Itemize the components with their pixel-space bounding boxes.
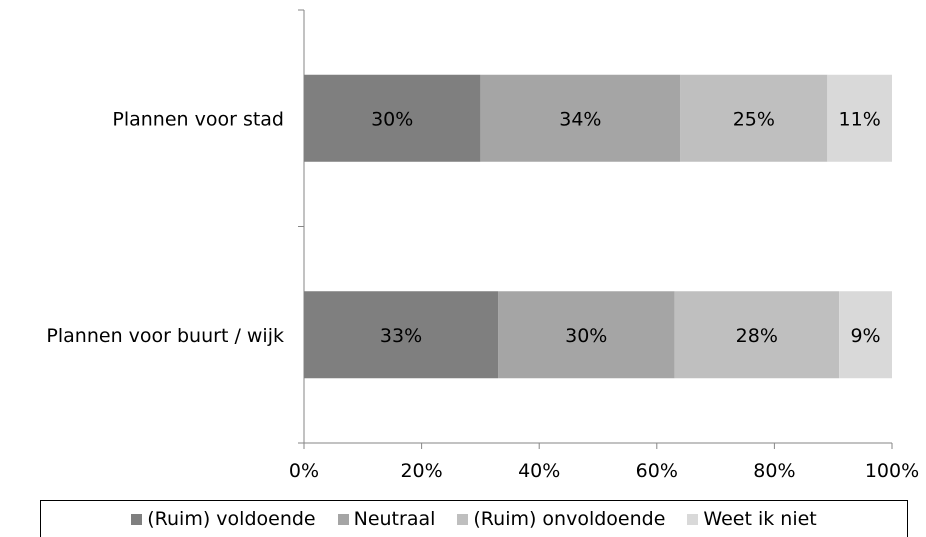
legend-label: Weet ik niet [703, 508, 817, 530]
labels: Plannen voor stad Plannen voor buurt / wi… [46, 108, 880, 347]
legend-item: (Ruim) onvoldoende [457, 508, 665, 530]
legend-swatch [687, 513, 699, 525]
legend-item: (Ruim) voldoende [131, 508, 316, 530]
axes: 0% 20% 40% 60% 80% 100% [289, 9, 919, 482]
category-label: Plannen voor buurt / wijk [46, 325, 284, 347]
bar-segment [498, 291, 675, 379]
x-tick-label: 40% [518, 460, 560, 482]
data-label: 30% [371, 108, 413, 130]
data-label: 11% [839, 108, 881, 130]
data-label: 25% [733, 108, 775, 130]
legend-swatch [337, 513, 349, 525]
legend-swatch [131, 513, 143, 525]
x-tick-label: 0% [289, 460, 319, 482]
bar-segment [827, 74, 892, 162]
legend-label: Neutraal [353, 508, 436, 530]
legend-item: Weet ik niet [687, 508, 817, 530]
x-tick-label: 20% [400, 460, 442, 482]
bars [304, 74, 892, 379]
stacked-bar-chart: 0% 20% 40% 60% 80% 100% Plannen voor stadPlan… [46, 9, 919, 482]
legend-label: (Ruim) onvoldoende [473, 508, 666, 530]
bar-segment [304, 291, 499, 379]
legend-swatch [457, 513, 469, 525]
legend-label: (Ruim) voldoende [147, 508, 316, 530]
data-label: 30% [565, 325, 607, 347]
legend-item: Neutraal [337, 508, 436, 530]
bar-segment [680, 74, 828, 162]
legend: (Ruim) voldoende Neutraal (Ruim) onvoldoen… [40, 500, 908, 537]
data-label: 33% [380, 325, 422, 347]
bar-segment [480, 74, 681, 162]
data-label: 9% [850, 325, 880, 347]
data-label: 28% [736, 325, 778, 347]
bar-segment [304, 74, 481, 162]
bar-segment [674, 291, 840, 379]
data-label: 34% [559, 108, 601, 130]
category-label: Plannen voor stad [112, 108, 284, 130]
x-tick-label: 100% [865, 460, 919, 482]
bar-segment [839, 291, 892, 379]
x-tick-label: 80% [753, 460, 795, 482]
x-tick-label: 60% [636, 460, 678, 482]
